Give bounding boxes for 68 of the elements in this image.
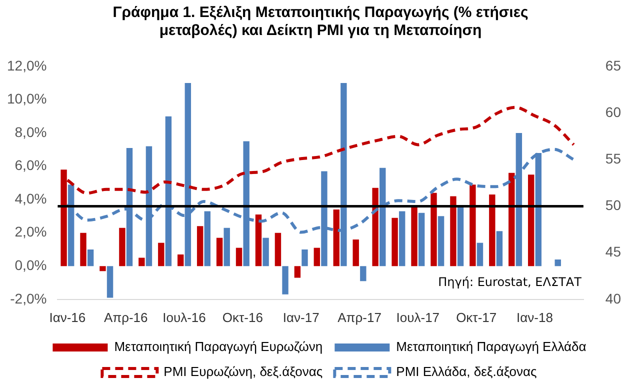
bar [411, 206, 418, 266]
bar [236, 248, 242, 266]
legend-label: PMI Ευρωζώνη, δεξ.άξονας [164, 364, 323, 380]
bar [352, 239, 359, 266]
bar [294, 266, 301, 278]
bar [450, 196, 456, 266]
x-tick-label: Ιαν-17 [282, 310, 320, 325]
bar [438, 216, 444, 266]
bar [470, 184, 476, 266]
bar [224, 228, 230, 266]
bar [489, 194, 496, 266]
bar [282, 266, 288, 294]
x-tick-label: Ιουλ-16 [162, 310, 206, 325]
bar [392, 218, 398, 266]
bar [398, 211, 406, 266]
bar [106, 266, 114, 298]
x-tick-label: Οκτ-17 [456, 310, 497, 325]
y-tick-label: 8,0% [14, 124, 47, 140]
y2-tick-label: 45 [605, 244, 622, 260]
bar [314, 248, 320, 266]
bar [262, 238, 269, 266]
legend-label: PMI Ελλάδα, δεξ.άξονας [396, 364, 537, 380]
bar [554, 259, 561, 266]
bar [302, 249, 308, 266]
x-tick-label: Οκτ-16 [222, 310, 263, 325]
bar [508, 172, 515, 266]
y-tick-label: 12,0% [6, 57, 47, 74]
x-tick-label: Ιαν-18 [516, 310, 553, 325]
bar [87, 249, 94, 266]
y-tick-label: 10,0% [6, 90, 47, 107]
y2-tick-label: 40 [605, 290, 622, 306]
x-tick-label: Ιουλ-17 [396, 310, 440, 325]
bar [100, 266, 106, 272]
bar [430, 192, 437, 266]
legend-label: Μεταποιητική Παραγωγή Ευρωζώνη [114, 339, 323, 354]
bar [476, 242, 484, 266]
y-tick-label: 2,0% [14, 224, 47, 240]
bar [528, 174, 534, 266]
y2-tick-label: 60 [605, 104, 622, 120]
chart-title: Γράφημα 1. Εξέλιξη Μεταποιητικής Παραγωγής (% ετήσιες μεταβολές) και Δείκτη PMI για τη Μεταποίηση [112, 4, 530, 41]
bar [178, 254, 184, 266]
bar [204, 211, 210, 266]
bar [418, 212, 425, 266]
y-tick-label: 6,0% [14, 157, 47, 174]
bar [216, 238, 223, 266]
x-tick-label: Απρ-16 [104, 310, 148, 325]
bar [496, 231, 503, 266]
y2-tick-label: 50 [605, 197, 622, 214]
annotation: Πηγή: Eurostat, ΕΛΣΤΑΤ [438, 274, 582, 289]
y-tick-label: 0,0% [14, 256, 47, 273]
bar [457, 206, 464, 266]
x-tick-label: Απρ-17 [338, 310, 382, 325]
bar [274, 232, 282, 266]
bar [80, 232, 86, 266]
bar [196, 226, 204, 266]
y-tick-label: 4,0% [14, 190, 47, 206]
bar [138, 258, 145, 266]
bar [119, 228, 126, 266]
bar [333, 210, 340, 266]
y-tick-label: -2,0% [10, 290, 47, 306]
bar [158, 242, 164, 266]
legend-label: Μεταποιητική Παραγωγή Ελλάδα [396, 339, 587, 354]
y2-tick-label: 65 [605, 57, 622, 74]
bar [360, 266, 366, 282]
bar [255, 214, 262, 266]
x-tick-label: Ιαν-16 [49, 310, 86, 325]
y2-tick-label: 55 [605, 150, 622, 166]
bar [372, 188, 378, 266]
